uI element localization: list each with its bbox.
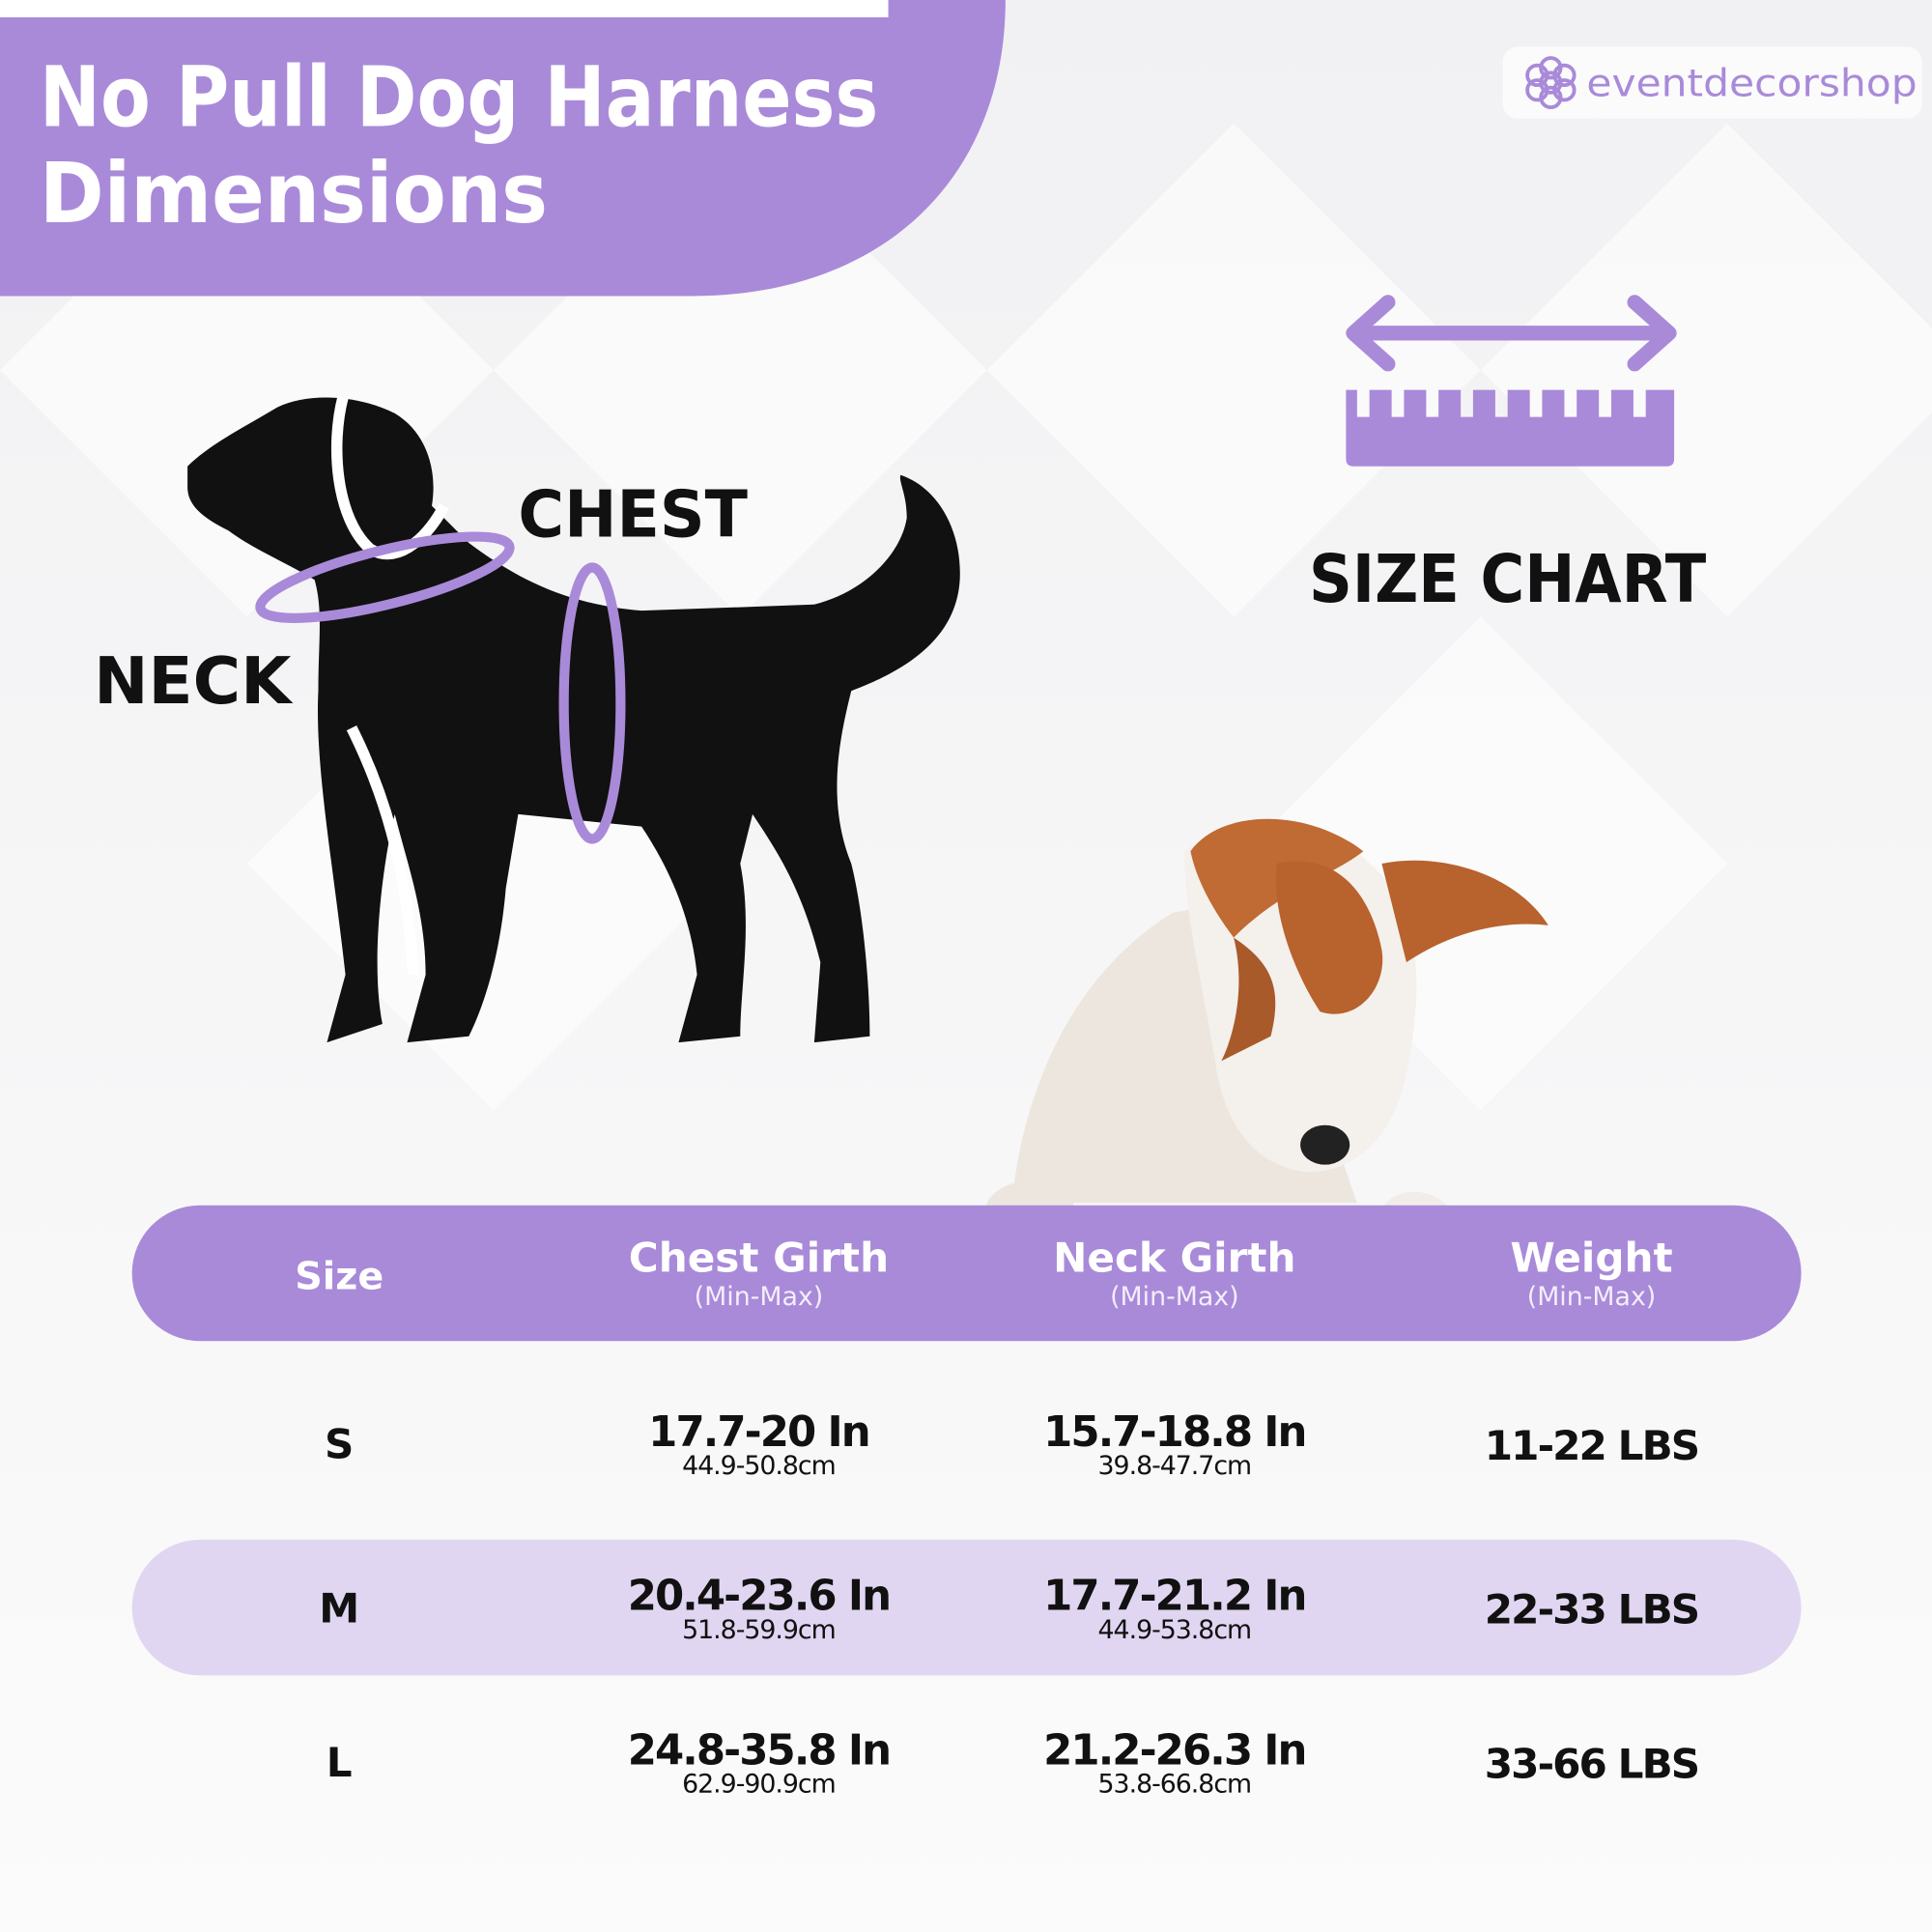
chest-ring (558, 562, 626, 844)
neck-inches: 17.7-21.2 In (1043, 1573, 1305, 1621)
leg-outline (346, 724, 419, 976)
column-header: Weight (1510, 1235, 1672, 1282)
title-line: No Pull Dog Harness (40, 48, 878, 146)
brand-name: eventdecorshop (1586, 62, 1917, 106)
header-strip (0, 0, 889, 17)
neck-label: NECK (94, 643, 294, 719)
weight-cell: 33-66 LBS (1485, 1740, 1698, 1787)
column-header: Chest Girth (629, 1235, 889, 1282)
column-note: (Min-Max) (1527, 1282, 1657, 1312)
chest-inches: 24.8-35.8 In (628, 1726, 890, 1775)
neck-inches: 15.7-18.8 In (1043, 1408, 1305, 1457)
column-note: (Min-Max) (1110, 1282, 1239, 1312)
column-note: (Min-Max) (695, 1282, 824, 1312)
ruler-icon (1346, 295, 1677, 467)
chest-inches: 17.7-20 In (648, 1408, 869, 1457)
header-banner (0, 0, 1006, 297)
column-header: Neck Girth (1053, 1235, 1295, 1282)
table-header-bar (131, 1205, 1802, 1342)
weight-cell: 11-22 LBS (1485, 1422, 1698, 1469)
brand-logo (1525, 56, 1577, 110)
chest-cm: 62.9-90.9cm (682, 1770, 836, 1800)
size-chart-label: SIZE CHART (1309, 541, 1706, 618)
title-line: Dimensions (40, 145, 548, 242)
table: Size Chest Girth(Min-Max)Neck Girth(Min-M… (295, 1235, 1700, 1800)
neck-cm: 53.8-66.8cm (1098, 1770, 1252, 1800)
size-cell: M (319, 1584, 359, 1632)
weight-cell: 22-33 LBS (1485, 1586, 1698, 1634)
column-header: Size (295, 1255, 384, 1299)
chest-inches: 20.4-23.6 In (628, 1573, 890, 1621)
row-highlight (131, 1539, 1802, 1676)
chest-label: CHEST (518, 477, 748, 553)
brand-box (1502, 46, 1922, 119)
neck-ring (255, 531, 515, 623)
chest-cm: 44.9-50.8cm (682, 1451, 836, 1481)
neck-cm: 39.8-47.7cm (1098, 1451, 1252, 1481)
chest-cm: 51.8-59.9cm (682, 1615, 836, 1645)
neck-cm: 44.9-53.8cm (1098, 1615, 1252, 1645)
size-cell: S (325, 1421, 354, 1468)
neck-inches: 21.2-26.3 In (1043, 1726, 1305, 1775)
size-cell: L (327, 1739, 353, 1786)
ear-outline (331, 395, 449, 560)
